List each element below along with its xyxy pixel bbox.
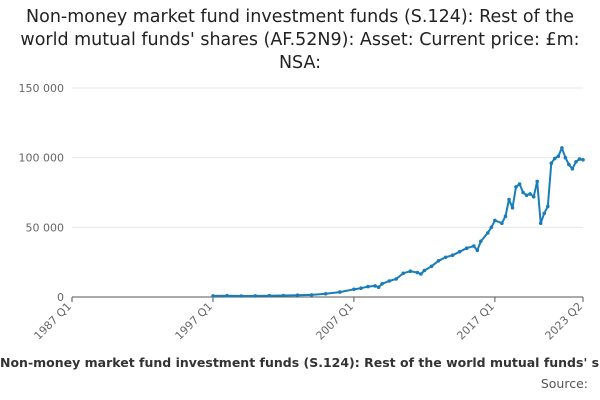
data-point [225,293,229,298]
data-point [521,190,525,195]
x-tick-label: 1987 Q1 [32,300,75,343]
data-point [338,290,342,294]
grid-lines [72,87,583,228]
data-point [560,146,564,150]
data-point [563,155,568,160]
data-point [408,269,413,274]
data-point [486,231,490,235]
data-point [373,284,377,288]
data-point [415,270,420,275]
data-point [567,162,571,167]
data-point [535,179,539,184]
data-point [581,158,585,162]
data-point [549,161,554,165]
data-point [267,293,272,298]
y-tick-label: 50 000 [26,221,65,234]
series-caption: Non-money market fund investment funds (… [0,355,600,370]
data-point [457,249,462,254]
data-point [553,156,557,161]
data-point [253,294,258,298]
data-point [524,193,529,198]
x-tick-label: 2007 Q1 [314,300,357,343]
data-point [493,218,497,223]
data-point [556,154,561,159]
data-point [387,279,392,283]
data-point [489,225,494,230]
data-point [507,197,511,202]
data-point [510,206,515,210]
data-point [464,246,469,250]
data-point [436,259,441,263]
x-tick-label: 1997 Q1 [173,300,216,343]
data-point [422,268,427,273]
data-point [503,214,508,218]
y-tick-label: 150 000 [19,82,65,95]
data-point [281,293,286,298]
data-point [574,160,578,164]
data-point [394,277,399,281]
data-point [472,244,476,248]
data-point [570,167,575,171]
data-point [479,239,483,244]
data-point [429,264,434,269]
chart-title: Non-money market fund investment funds (… [20,7,580,73]
data-point [239,294,243,298]
data-point [538,221,543,225]
data-point [401,271,406,276]
data-point [517,182,522,186]
data-point [514,185,518,189]
tick-labels: 0 50 000 100 000 150 000 1987 Q1 1997 Q1 2007 … [19,82,586,342]
axes [71,296,584,302]
data-point [295,293,300,298]
data-point [366,284,370,289]
data-series [211,146,585,298]
data-point [309,293,314,297]
data-point [450,253,455,257]
y-tick-label: 0 [57,291,64,304]
data-point [323,292,328,296]
source-label: Source: [540,376,588,391]
x-tick-label: 2023 Q2 [543,300,586,343]
data-point [443,255,448,260]
data-point [475,248,480,253]
data-point [352,287,356,292]
data-point [542,211,546,216]
data-point [500,221,504,225]
data-point [380,282,384,286]
series-line [212,146,584,297]
data-point [419,272,423,276]
x-tick-label: 2017 Q1 [454,300,497,343]
data-point [546,204,550,209]
data-point [211,294,215,298]
data-point [577,157,582,161]
data-point [528,192,532,196]
data-point [359,286,363,291]
y-tick-label: 100 000 [19,152,65,165]
data-point [531,194,536,199]
data-point [376,285,381,290]
